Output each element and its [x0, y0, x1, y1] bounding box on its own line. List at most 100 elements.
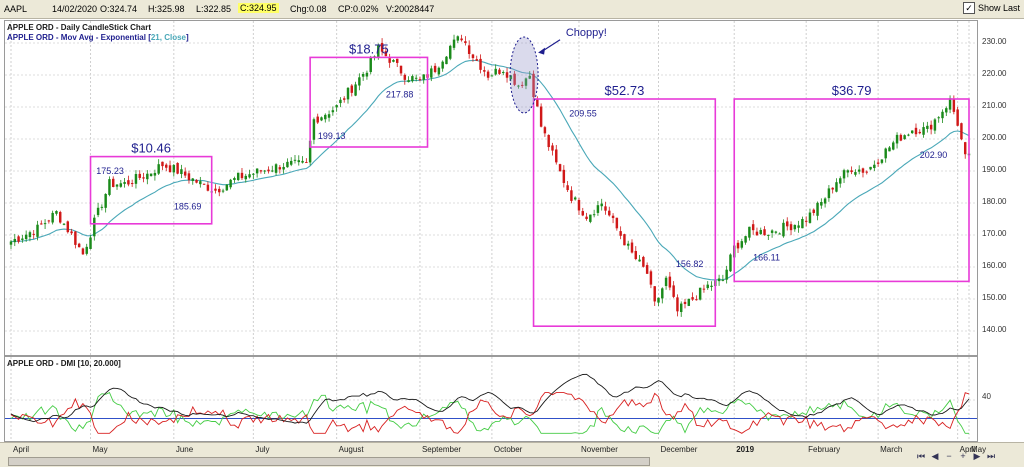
candle-body: [623, 234, 626, 246]
show-last-checkbox[interactable]: ✓: [962, 2, 975, 14]
candle: [74, 231, 77, 249]
candle: [611, 213, 615, 224]
candle-body: [24, 234, 28, 240]
candle-body: [604, 206, 607, 211]
candle-body: [748, 226, 751, 238]
candle-body: [456, 36, 460, 41]
candle-body: [17, 236, 20, 242]
candle: [857, 165, 861, 175]
candle-body: [592, 214, 596, 216]
candle-body: [282, 166, 285, 170]
candle: [831, 187, 834, 194]
candle-body: [645, 265, 649, 274]
candle-body: [365, 72, 369, 77]
candle: [623, 233, 626, 246]
candle: [604, 201, 607, 215]
candle-body: [172, 165, 176, 173]
candle: [479, 54, 482, 74]
candle: [869, 166, 872, 171]
candle-body: [384, 51, 388, 57]
candle: [789, 221, 793, 236]
candle-body: [528, 75, 531, 79]
candle: [528, 71, 531, 80]
candle-body: [634, 251, 638, 260]
candle-body: [577, 199, 581, 211]
candle: [51, 210, 54, 225]
candle: [592, 209, 596, 218]
candle: [820, 198, 823, 209]
candle: [778, 232, 781, 235]
candle: [539, 103, 543, 128]
candle: [782, 219, 785, 238]
candle: [839, 176, 842, 188]
candle: [653, 286, 656, 306]
show-last-toggle[interactable]: ✓ Show Last: [962, 2, 1020, 14]
candle: [687, 298, 691, 307]
candle: [252, 173, 255, 180]
candle: [331, 106, 335, 116]
candle: [17, 235, 20, 244]
candle-body: [77, 243, 81, 248]
candle: [130, 179, 134, 187]
candle: [218, 186, 221, 197]
candle-body: [225, 184, 229, 191]
candle-body: [596, 205, 600, 213]
zoom-out-icon[interactable]: −: [946, 451, 952, 461]
candle-body: [892, 142, 895, 150]
candle: [577, 197, 581, 215]
candle-body: [543, 127, 547, 134]
scroll-back-icon[interactable]: ◀: [931, 451, 939, 461]
candle: [471, 53, 475, 62]
ema-legend-params: 21, Close: [150, 33, 186, 42]
candle-body: [835, 182, 838, 192]
candle: [562, 165, 566, 188]
candle: [327, 110, 331, 122]
scroll-forward-icon[interactable]: ▶: [973, 451, 981, 461]
ema-line: [10, 59, 970, 281]
month-label: October: [493, 445, 523, 454]
candle-body: [869, 166, 872, 170]
candle-body: [130, 183, 134, 185]
candle-body: [539, 106, 543, 127]
time-scrollbar[interactable]: [8, 457, 650, 466]
candle: [695, 295, 698, 301]
candle: [797, 220, 800, 233]
dmi-minus-line: [10, 392, 970, 434]
candle: [255, 168, 259, 178]
candle: [926, 121, 929, 133]
candle-body: [28, 232, 32, 238]
candle-body: [157, 164, 160, 174]
candle-body: [589, 214, 592, 222]
candle: [774, 230, 778, 235]
month-label: July: [255, 445, 270, 454]
zoom-in-icon[interactable]: +: [960, 451, 966, 461]
candle: [161, 161, 164, 171]
month-label: February: [808, 445, 841, 454]
price-chart: $10.46 $18.75 $52.73 $36.79 175.23 185.69 199.…: [5, 21, 977, 355]
candle-body: [441, 61, 444, 69]
candle: [842, 168, 846, 184]
time-axis-bar: April May June July August September October No…: [0, 442, 1024, 467]
scroll-last-icon[interactable]: ⏭: [986, 451, 996, 461]
candle-body: [89, 237, 92, 249]
candle-body: [479, 58, 482, 70]
candle: [66, 220, 70, 234]
scroll-first-icon[interactable]: ⏮: [916, 451, 926, 461]
candle-body: [498, 69, 501, 74]
candle-body: [32, 233, 35, 235]
candle-body: [585, 216, 588, 220]
candle-body: [679, 303, 683, 313]
candle: [937, 116, 940, 123]
candle: [804, 216, 808, 227]
candle: [293, 155, 297, 164]
candle-body: [236, 172, 240, 181]
candle-body: [58, 212, 62, 223]
candle-body: [804, 220, 808, 222]
candle-body: [710, 285, 713, 287]
month-label: December: [660, 445, 698, 454]
candle: [861, 167, 865, 178]
candle: [596, 200, 600, 216]
candle-body: [248, 174, 251, 178]
candle-body: [630, 242, 634, 253]
candle-body: [452, 39, 456, 48]
